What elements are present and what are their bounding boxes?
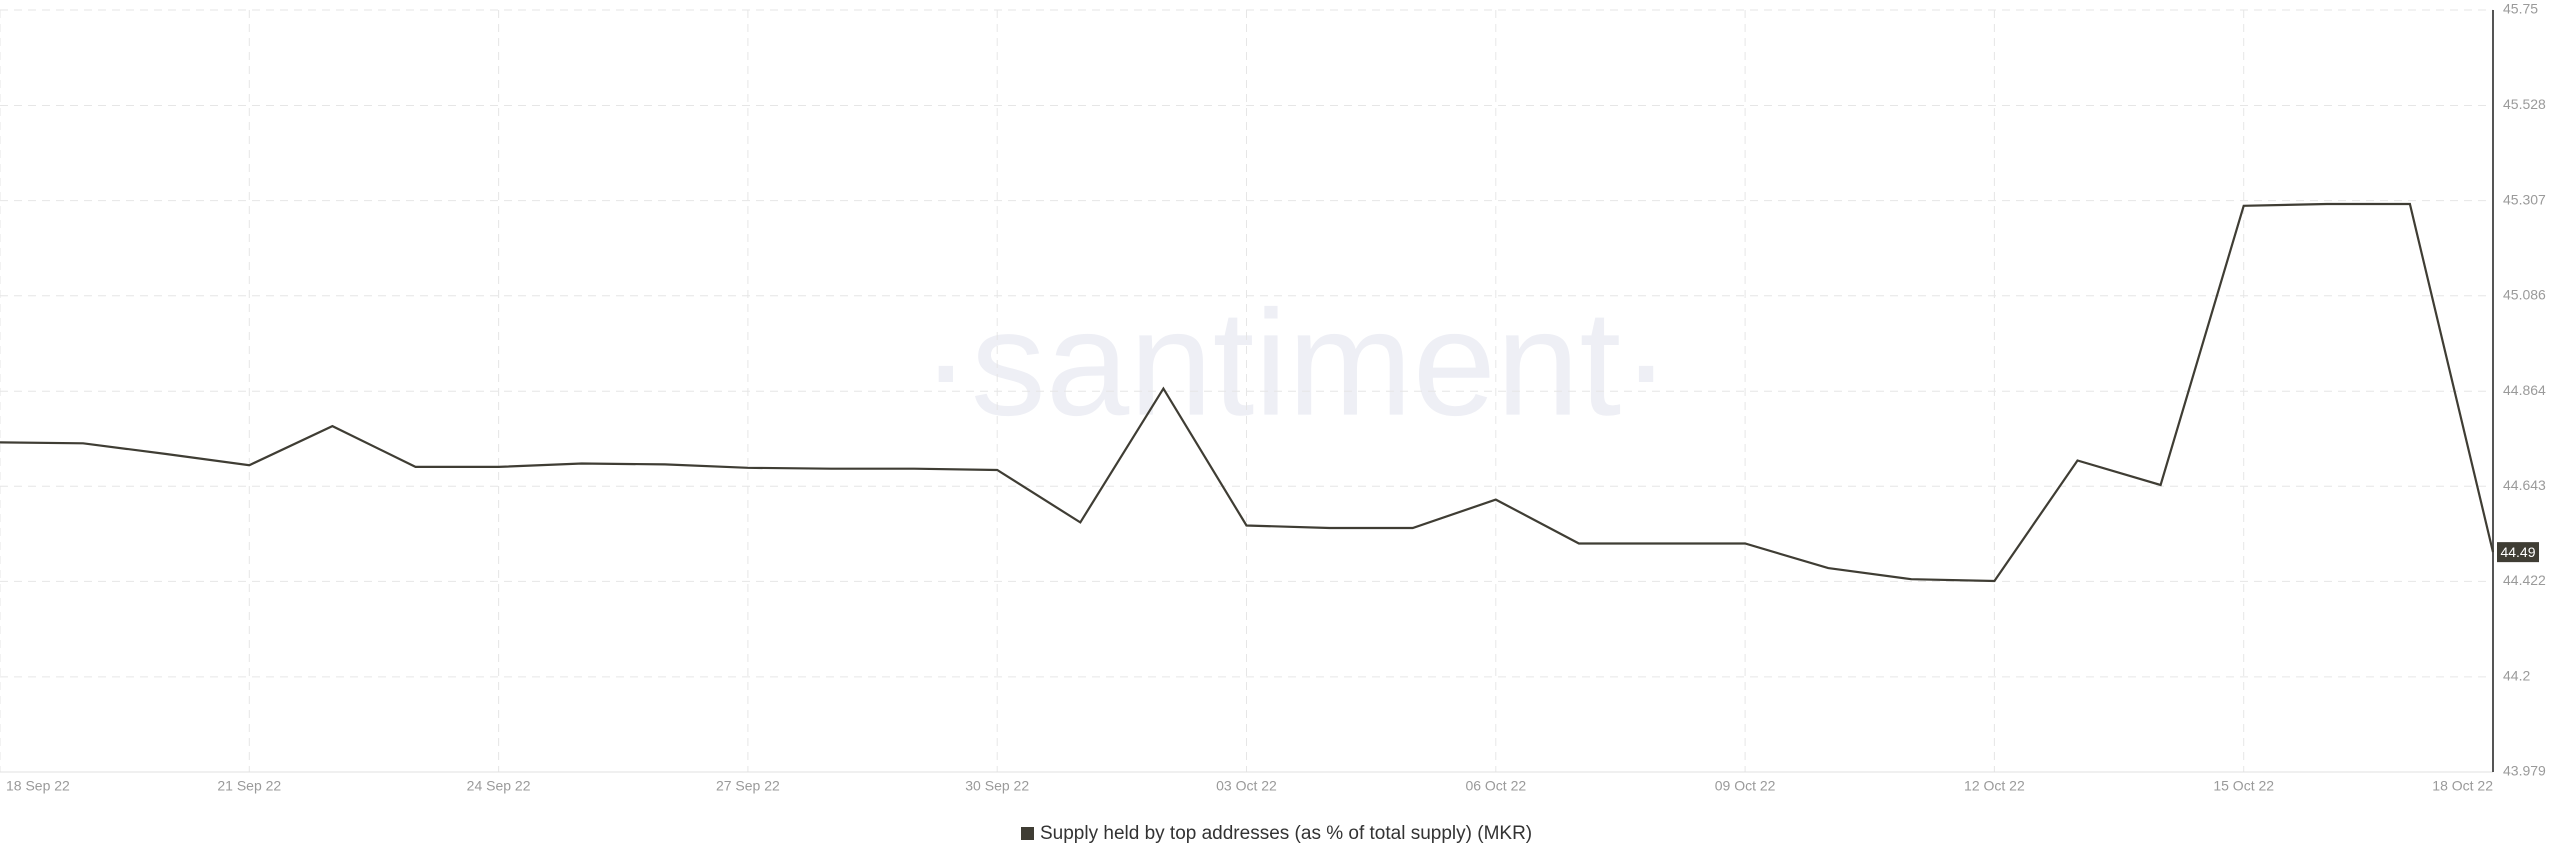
x-tick-label: 18 Sep 22 [6,778,70,794]
x-tick-label: 09 Oct 22 [1715,778,1776,794]
y-tick-label: 44.2 [2503,668,2530,684]
x-tick-label: 06 Oct 22 [1465,778,1526,794]
y-tick-label: 44.643 [2503,477,2546,493]
y-tick-label: 45.528 [2503,96,2546,112]
legend-marker [1021,827,1034,840]
line [0,202,2495,583]
legend-label: Supply held by top addresses (as % of to… [1040,823,1532,844]
last-value-label: 44.49 [2500,544,2535,560]
x-tick-label: 18 Oct 22 [2432,778,2493,794]
x-tick-label: 03 Oct 22 [1216,778,1277,794]
y-tick-label: 45.75 [2503,1,2538,17]
y-tick-label: 44.422 [2503,572,2546,588]
y-tick-label: 45.086 [2503,286,2546,302]
x-tick-label: 12 Oct 22 [1964,778,2025,794]
y-tick-label: 43.979 [2503,763,2546,779]
y-tick-label: 45.307 [2503,191,2546,207]
x-tick-label: 15 Oct 22 [2213,778,2274,794]
last-value-badge [2497,542,2539,563]
x-tick-label: 27 Sep 22 [716,778,780,794]
x-tick-label: 21 Sep 22 [217,778,281,794]
x-tick-label: 30 Sep 22 [965,778,1029,794]
y-tick-label: 44.864 [2503,382,2546,398]
watermark: ·santiment· [921,279,1671,447]
x-tick-label: 24 Sep 22 [467,778,531,794]
